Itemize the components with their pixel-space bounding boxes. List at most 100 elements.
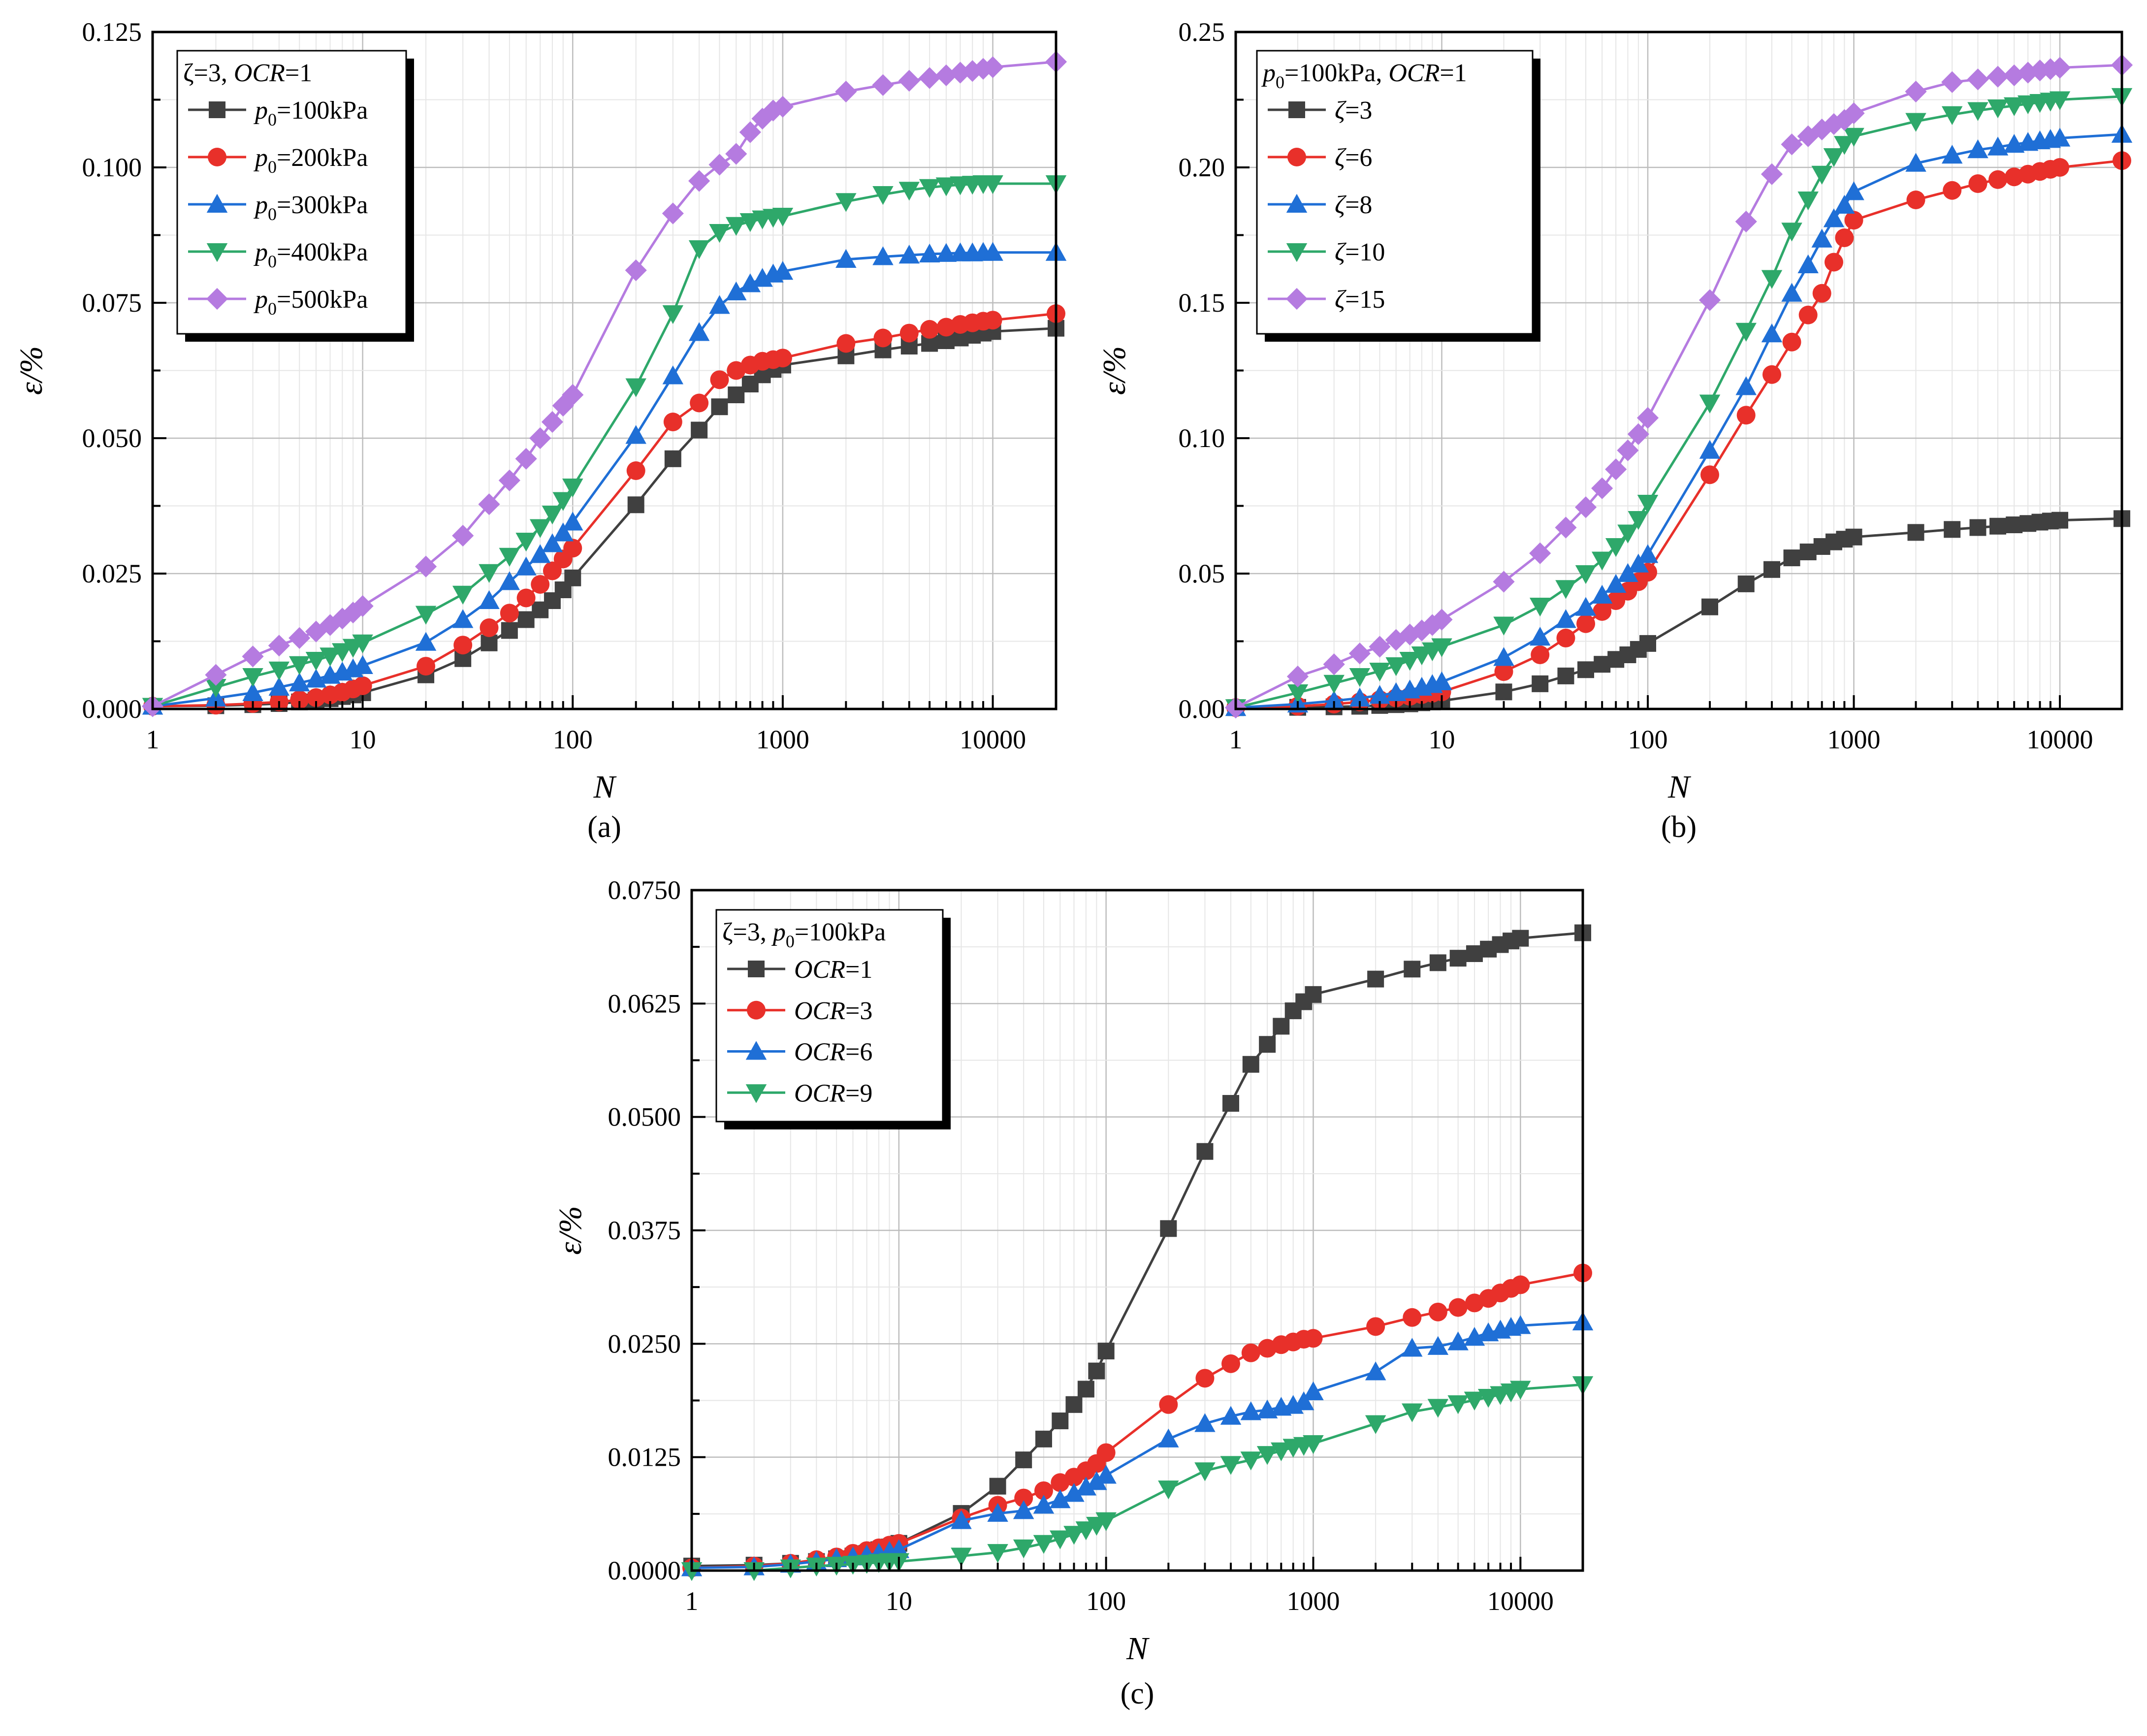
data-point [1159, 1395, 1178, 1414]
y-tick-label: 0.0125 [608, 1443, 681, 1472]
data-point [1906, 191, 1925, 209]
data-point [898, 244, 920, 264]
data-point [1989, 517, 2007, 535]
data-point [1240, 1401, 1262, 1420]
data-point [1447, 1395, 1469, 1415]
data-point [1015, 1451, 1032, 1469]
data-point [305, 652, 327, 671]
data-point [1385, 629, 1407, 651]
y-tick-label: 0.000 [82, 694, 142, 724]
legend-marker [208, 148, 226, 166]
data-point [935, 64, 958, 87]
data-point [1429, 954, 1446, 971]
data-point [529, 427, 551, 450]
data-point [1843, 128, 1864, 147]
y-tick-label: 0.00 [1179, 694, 1225, 724]
data-point [2049, 128, 2071, 147]
data-point [1835, 228, 1854, 247]
legend-label: OCR=1 [794, 956, 872, 984]
data-point [625, 259, 647, 282]
data-point [1323, 675, 1345, 694]
data-point [1969, 519, 1987, 536]
data-point [531, 575, 550, 594]
panel-label: (c) [1121, 1677, 1154, 1710]
series-5 [141, 51, 1067, 717]
data-point [1763, 561, 1780, 578]
data-point [1271, 1442, 1292, 1462]
data-point [1494, 662, 1513, 681]
data-point [1447, 1331, 1469, 1350]
data-point [1063, 1526, 1085, 1545]
data-point [1511, 1275, 1530, 1294]
data-point [1075, 1521, 1097, 1541]
data-point [1761, 323, 1783, 343]
data-point [2049, 57, 2071, 79]
data-point [1033, 1535, 1055, 1554]
data-point [728, 386, 745, 403]
y-axis-title: ε/% [1096, 346, 1132, 395]
data-point [951, 1547, 972, 1567]
data-point [739, 213, 761, 232]
data-point [688, 240, 710, 259]
data-point [562, 384, 584, 406]
x-axis-title: N [593, 769, 617, 805]
data-point [268, 676, 290, 696]
data-point [662, 305, 684, 324]
data-point [1574, 496, 1597, 518]
y-tick-label: 0.25 [1179, 17, 1225, 47]
data-point [1555, 580, 1576, 599]
data-point [1086, 1471, 1107, 1490]
data-point [663, 413, 682, 431]
data-point [353, 676, 372, 695]
data-point [835, 80, 857, 103]
data-point [500, 604, 519, 623]
y-axis: 0.0000 0.0125 0.0250 0.0375 0.0500 0.0625 0.07… [608, 875, 705, 1585]
data-point [1095, 1465, 1117, 1484]
data-point [306, 688, 325, 707]
data-point [690, 393, 709, 413]
data-point [1428, 1302, 1447, 1321]
data-point [1349, 668, 1371, 687]
data-point [1591, 551, 1613, 571]
data-point [1196, 1143, 1214, 1160]
data-point [1242, 1056, 1259, 1073]
data-point [501, 622, 518, 639]
y-tick-label: 0.050 [82, 423, 142, 453]
data-point [1348, 643, 1371, 665]
data-point [982, 242, 1003, 261]
data-point [1529, 627, 1551, 646]
data-point [1014, 1488, 1033, 1508]
x-tick-label: 10 [350, 725, 376, 754]
data-point [1220, 1456, 1242, 1475]
y-axis-title: ε/% [552, 1206, 588, 1254]
data-point [1323, 653, 1345, 675]
y-tick-label: 0.15 [1179, 288, 1225, 318]
data-point [1431, 609, 1453, 631]
x-axis-title: N [1667, 769, 1692, 805]
data-point [552, 522, 574, 542]
data-point [1843, 102, 1865, 125]
data-point [872, 74, 894, 96]
series-5 [1224, 54, 2133, 719]
data-point [1293, 1391, 1314, 1411]
data-point [542, 506, 563, 525]
x-axis: 1 10 100 1000 10000 [146, 695, 1057, 754]
data-point [920, 320, 939, 339]
data-point [626, 461, 645, 480]
legend-box [1256, 50, 1534, 335]
data-point [1593, 602, 1612, 621]
data-point [1628, 553, 1649, 573]
y-tick-label: 0.0500 [608, 1102, 681, 1132]
data-point [1063, 1483, 1085, 1502]
data-point [1605, 574, 1627, 593]
data-point [1013, 1539, 1034, 1559]
data-point [1365, 1415, 1386, 1434]
data-point [2003, 64, 2025, 87]
x-axis: 1 10 100 1000 10000 [1229, 695, 2123, 754]
data-point [268, 635, 290, 657]
data-point [1701, 598, 1718, 615]
x-tick-label: 1 [685, 1586, 699, 1616]
data-point [290, 690, 309, 709]
data-point [415, 555, 437, 578]
data-point [1532, 675, 1549, 692]
